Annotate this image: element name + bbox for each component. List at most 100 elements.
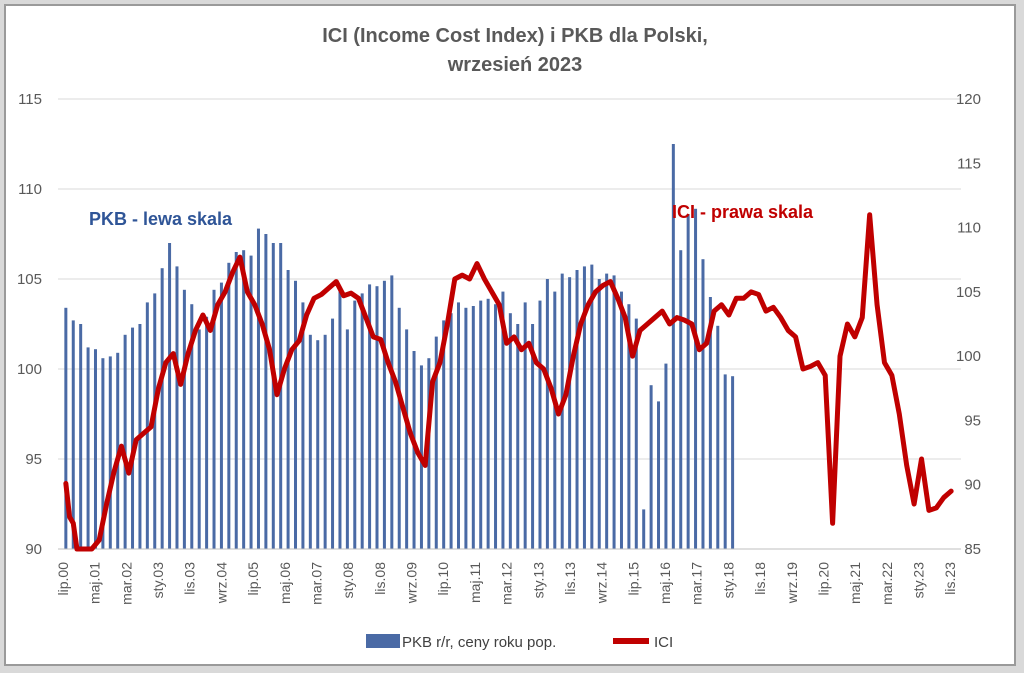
x-tick-label: lis.13 <box>562 562 578 595</box>
chart-frame: ICI (Income Cost Index) i PKB dla Polski… <box>4 4 1016 666</box>
pkb-bar <box>316 340 320 549</box>
pkb-bar <box>649 385 653 549</box>
pkb-bar <box>123 334 127 549</box>
x-tick-label: lis.08 <box>372 562 388 595</box>
pkb-bar <box>545 279 549 549</box>
x-tick-label: maj.06 <box>277 562 293 604</box>
pkb-bar <box>708 297 712 549</box>
pkb-bar <box>338 286 342 549</box>
y-axis-right: 85 90 95 100 105 110 115 120 <box>956 91 981 558</box>
x-tick-label: lip.10 <box>435 562 451 596</box>
y-right-tick-label: 120 <box>956 91 981 108</box>
pkb-bar <box>308 334 312 549</box>
pkb-bar <box>131 327 135 549</box>
pkb-bar <box>382 280 386 549</box>
pkb-bar <box>175 266 179 549</box>
pkb-bar <box>353 300 357 549</box>
legend-ici-label: ICI <box>654 634 673 651</box>
pkb-annotation: PKB - lewa skala <box>89 209 233 229</box>
ici-line <box>63 212 954 552</box>
x-tick-label: lip.05 <box>245 562 261 596</box>
pkb-bar <box>516 324 520 549</box>
pkb-bar <box>182 289 186 549</box>
y-right-tick-label: 95 <box>964 412 981 429</box>
pkb-bar <box>531 324 535 549</box>
pkb-bar <box>553 291 557 549</box>
pkb-bar <box>375 286 379 549</box>
chart-title-line-1: ICI (Income Cost Index) i PKB dla Polski… <box>322 25 708 47</box>
y-right-tick-label: 85 <box>964 541 981 558</box>
x-tick-label: sty.18 <box>720 562 736 599</box>
pkb-bar <box>568 277 572 549</box>
pkb-bar <box>397 307 401 549</box>
x-tick-label: mar.17 <box>689 562 705 605</box>
pkb-bar <box>234 252 238 549</box>
pkb-bar <box>471 306 475 549</box>
pkb-bar <box>249 255 253 549</box>
pkb-bar <box>294 280 298 549</box>
pkb-bar <box>538 300 542 549</box>
pkb-bar <box>427 358 431 549</box>
pkb-bar <box>590 264 594 549</box>
pkb-bar <box>634 318 638 549</box>
x-tick-label: sty.08 <box>340 562 356 599</box>
pkb-bar <box>368 284 372 549</box>
pkb-bar <box>449 313 453 549</box>
pkb-bar <box>360 293 364 549</box>
pkb-bar <box>686 214 690 549</box>
pkb-bar <box>456 302 460 549</box>
legend-pkb-label: PKB r/r, ceny roku pop. <box>402 634 556 651</box>
pkb-bar <box>701 259 705 549</box>
pkb-bar <box>657 401 661 549</box>
pkb-bar <box>464 307 468 549</box>
pkb-bar <box>501 291 505 549</box>
x-tick-label: sty.03 <box>150 562 166 599</box>
pkb-bar <box>694 208 698 550</box>
x-tick-label: lis.18 <box>752 562 768 595</box>
pkb-bar <box>64 307 68 549</box>
pkb-bar <box>612 275 616 549</box>
pkb-bar <box>405 329 409 549</box>
x-tick-label: sty.23 <box>911 562 927 599</box>
x-tick-label: maj.21 <box>847 562 863 604</box>
pkb-bar <box>716 325 720 549</box>
pkb-bar <box>271 243 275 549</box>
y-axis-left: 90 95 100 105 110 115 <box>17 91 42 558</box>
pkb-bar <box>671 144 675 549</box>
pkb-bar <box>190 304 194 549</box>
pkb-bar <box>323 334 327 549</box>
x-tick-label: maj.11 <box>467 562 483 603</box>
x-tick-label: lis.23 <box>942 562 958 595</box>
pkb-bars <box>64 144 735 550</box>
legend: PKB r/r, ceny roku pop. ICI <box>366 634 673 651</box>
pkb-bar <box>723 374 727 549</box>
pkb-bar <box>145 302 149 549</box>
pkb-bar <box>71 320 75 549</box>
pkb-bar <box>168 243 172 549</box>
pkb-bar <box>605 273 609 549</box>
pkb-bar <box>597 279 601 549</box>
pkb-bar <box>301 302 305 549</box>
pkb-bar <box>86 347 90 549</box>
pkb-bar <box>205 316 209 549</box>
ici-annotation: ICI - prawa skala <box>672 202 814 222</box>
x-tick-label: mar.22 <box>879 562 895 605</box>
x-tick-label: wrz.19 <box>784 562 800 604</box>
pkb-bar <box>508 313 512 549</box>
legend-pkb-swatch <box>366 634 400 648</box>
pkb-bar <box>345 329 349 549</box>
x-tick-label: sty.13 <box>530 562 546 599</box>
x-tick-label: lip.00 <box>55 562 71 596</box>
x-tick-label: lip.15 <box>625 562 641 596</box>
y-right-tick-label: 110 <box>957 220 981 237</box>
x-tick-label: maj.16 <box>657 562 673 604</box>
x-tick-label: maj.01 <box>87 562 103 604</box>
y-left-tick-label: 115 <box>18 91 42 108</box>
pkb-bar <box>479 300 483 549</box>
x-tick-label: mar.07 <box>308 562 324 605</box>
pkb-bar <box>227 262 231 549</box>
pkb-bar <box>523 302 527 549</box>
pkb-bar <box>256 228 260 549</box>
pkb-bar <box>642 509 646 549</box>
x-tick-label: wrz.04 <box>213 562 229 604</box>
